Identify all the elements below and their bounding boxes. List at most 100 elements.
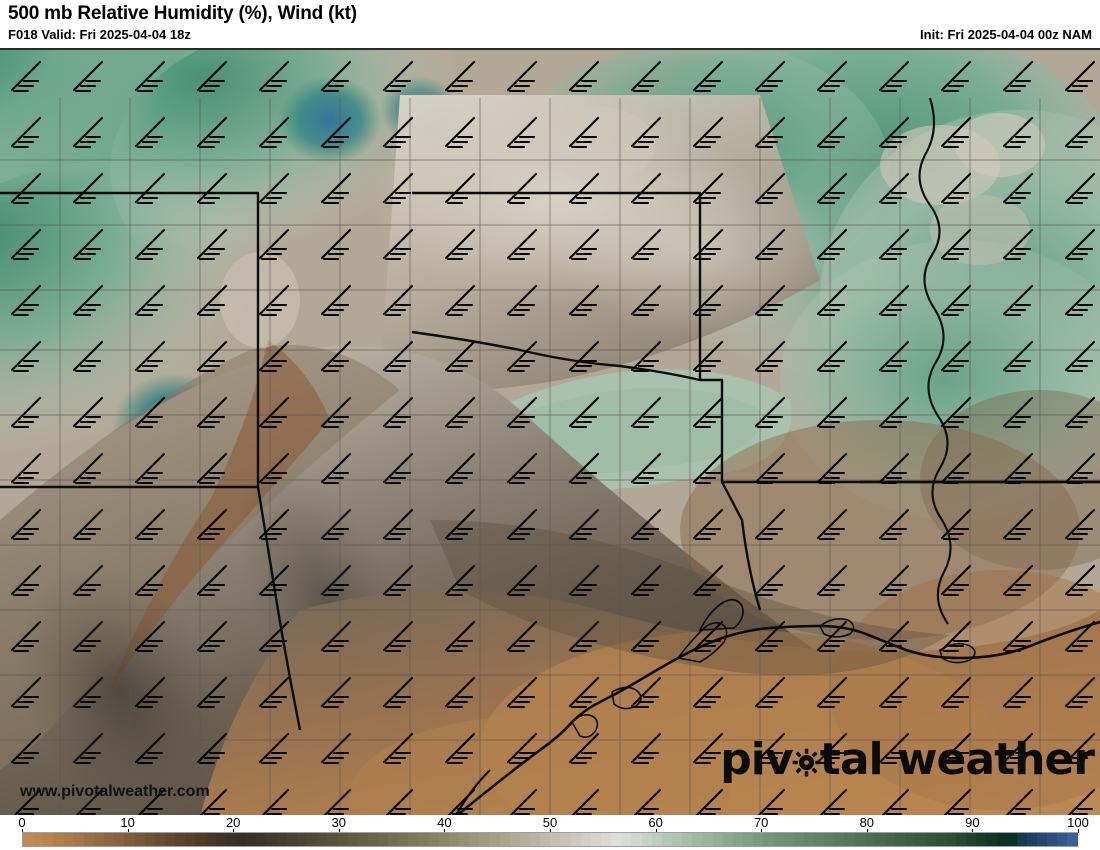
colorbar-swatch	[672, 833, 683, 846]
colorbar-swatch	[83, 833, 94, 846]
colorbar-swatch	[519, 833, 531, 846]
colorbar-swatch	[459, 833, 470, 846]
init-time-label: Init: Fri 2025-04-04 00z NAM	[920, 27, 1092, 42]
colorbar-tick-label: 40	[437, 815, 452, 830]
colorbar: 0 10 20 30 40 50 60 70 80 90 100	[0, 815, 1100, 850]
colorbar-swatch	[93, 833, 105, 846]
colorbar-swatch	[33, 833, 44, 846]
colorbar-tick-mark	[761, 829, 763, 833]
colorbar-tick-mark	[444, 829, 446, 833]
colorbar-swatch	[580, 833, 591, 846]
colorbar-swatch	[692, 833, 703, 846]
colorbar-swatch	[154, 833, 165, 846]
colorbar-swatch	[834, 833, 845, 846]
colorbar-tick-mark	[338, 829, 340, 833]
colorbar-swatch	[570, 833, 581, 846]
colorbar-swatch	[935, 833, 946, 846]
page-title: 500 mb Relative Humidity (%), Wind (kt)	[8, 3, 357, 24]
colorbar-swatch	[884, 833, 896, 846]
colorbar-swatch	[235, 833, 247, 846]
colorbar-swatch	[509, 833, 520, 846]
colorbar-tick-label: 100	[1067, 815, 1089, 830]
colorbar-swatch	[1026, 833, 1038, 846]
map-canvas[interactable]: piv tal weather www.pivotalweather.com	[0, 48, 1100, 815]
header-bar: 500 mb Relative Humidity (%), Wind (kt) …	[0, 0, 1100, 48]
colorbar-swatch	[773, 833, 784, 846]
colorbar-swatch	[996, 833, 1007, 846]
colorbar-swatch	[753, 833, 764, 846]
colorbar-swatch	[682, 833, 693, 846]
colorbar-tick-mark	[1078, 829, 1079, 833]
colorbar-tick-label: 60	[648, 815, 663, 830]
colorbar-swatch	[955, 833, 967, 846]
colorbar-swatch	[114, 833, 125, 846]
colorbar-swatch	[256, 833, 267, 846]
colorbar-swatch	[215, 833, 226, 846]
colorbar-gradient	[22, 832, 1078, 847]
colorbar-swatch	[43, 833, 54, 846]
colorbar-swatch	[337, 833, 348, 846]
colorbar-swatch	[418, 833, 429, 846]
colorbar-swatch	[448, 833, 460, 846]
colorbar-swatch	[824, 833, 835, 846]
colorbar-tick-label: 90	[965, 815, 980, 830]
colorbar-swatch	[195, 833, 206, 846]
colorbar-tick-mark	[866, 829, 868, 833]
colorbar-swatch	[276, 833, 287, 846]
colorbar-swatch	[225, 833, 236, 846]
colorbar-swatch	[104, 833, 115, 846]
colorbar-swatch	[1057, 833, 1068, 846]
colorbar-tick-label: 70	[753, 815, 769, 830]
colorbar-swatch	[813, 833, 825, 846]
colorbar-swatch	[895, 833, 906, 846]
colorbar-swatch	[651, 833, 662, 846]
colorbar-swatch	[317, 833, 328, 846]
colorbar-swatch	[712, 833, 723, 846]
colorbar-swatch	[205, 833, 216, 846]
colorbar-swatch	[398, 833, 409, 846]
colorbar-swatch	[803, 833, 814, 846]
colorbar-swatch	[540, 833, 551, 846]
colorbar-swatch	[530, 833, 541, 846]
colorbar-swatch	[601, 833, 612, 846]
valid-time-label: F018 Valid: Fri 2025-04-04 18z	[8, 27, 191, 42]
colorbar-tick-label: 10	[120, 815, 135, 830]
colorbar-tick-mark	[550, 829, 551, 833]
site-url-label: www.pivotalweather.com	[20, 783, 210, 800]
colorbar-swatch	[63, 833, 74, 846]
colorbar-swatch	[144, 833, 155, 846]
colorbar-swatch	[702, 833, 713, 846]
colorbar-labels: 0 10 20 30 40 50 60 70 80 90 100	[0, 815, 1100, 831]
colorbar-swatch	[550, 833, 561, 846]
colorbar-swatch	[864, 833, 875, 846]
colorbar-swatch	[479, 833, 490, 846]
colorbar-swatch	[1016, 833, 1027, 846]
colorbar-swatch	[23, 833, 34, 846]
colorbar-tick-label: 80	[859, 815, 875, 830]
colorbar-swatch	[793, 833, 804, 846]
colorbar-swatch	[134, 833, 145, 846]
colorbar-swatch	[438, 833, 449, 846]
logo-text-part1: piv	[720, 734, 793, 785]
map-raster	[0, 50, 1100, 815]
colorbar-swatch	[124, 833, 135, 846]
colorbar-swatch	[1006, 833, 1017, 846]
colorbar-swatch	[560, 833, 571, 846]
colorbar-swatch	[945, 833, 956, 846]
colorbar-tick-label: 20	[225, 815, 241, 830]
colorbar-swatch	[874, 833, 885, 846]
colorbar-swatch	[347, 833, 358, 846]
colorbar-swatch	[266, 833, 277, 846]
colorbar-tick-label: 0	[18, 815, 26, 830]
colorbar-swatch	[357, 833, 368, 846]
colorbar-swatch	[742, 833, 754, 846]
colorbar-swatch	[175, 833, 186, 846]
colorbar-swatch	[408, 833, 419, 846]
colorbar-tick-label: 50	[542, 815, 558, 830]
colorbar-swatch	[296, 833, 307, 846]
colorbar-swatch	[925, 833, 936, 846]
wind-barb-field	[0, 50, 1100, 815]
colorbar-swatch	[499, 833, 510, 846]
colorbar-swatch	[631, 833, 642, 846]
